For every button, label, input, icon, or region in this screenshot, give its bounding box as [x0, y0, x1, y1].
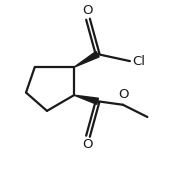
Polygon shape — [74, 95, 98, 104]
Text: O: O — [83, 4, 93, 17]
Text: O: O — [119, 88, 129, 101]
Text: Cl: Cl — [132, 55, 145, 68]
Text: O: O — [83, 138, 93, 151]
Polygon shape — [74, 51, 99, 67]
